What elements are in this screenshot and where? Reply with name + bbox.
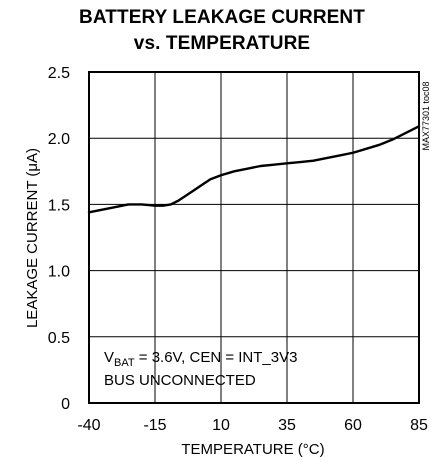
x-tick-label: 10 xyxy=(212,417,230,434)
figure-code: MAX77301 toc08 xyxy=(421,81,431,150)
x-tick-label: 35 xyxy=(278,417,296,434)
y-tick-label: 0.5 xyxy=(48,330,70,347)
x-tick-label: -15 xyxy=(143,417,166,434)
y-tick-label: 2.5 xyxy=(48,65,70,82)
x-tick-label: -40 xyxy=(77,417,100,434)
y-tick-label: 0 xyxy=(61,396,70,413)
annotation-line-1: VBAT = 3.6V, CEN = INT_3V3 xyxy=(104,349,297,369)
x-axis-label: TEMPERATURE (°C) xyxy=(181,441,324,458)
chart-title-line-1: BATTERY LEAKAGE CURRENT xyxy=(79,7,365,28)
annotation-vbat-main: V xyxy=(104,349,114,366)
y-tick-label: 1.0 xyxy=(48,264,70,281)
y-axis-label: LEAKAGE CURRENT (μA) xyxy=(24,148,41,328)
annotation-line-2: BUS UNCONNECTED xyxy=(104,372,256,389)
x-axis-ticks: -40 -15 10 35 60 85 xyxy=(77,417,428,434)
y-tick-label: 2.0 xyxy=(48,131,70,148)
plot-frame xyxy=(88,71,420,404)
series-line xyxy=(87,125,421,214)
annotation-vbat-subscript: BAT xyxy=(114,357,135,369)
x-tick-label: 85 xyxy=(410,417,428,434)
y-tick-label: 1.5 xyxy=(48,197,70,214)
y-axis-ticks: 0 0.5 1.0 1.5 2.0 2.5 xyxy=(48,65,70,413)
x-tick-label: 60 xyxy=(344,417,362,434)
annotation-line-1-rest: = 3.6V, CEN = INT_3V3 xyxy=(135,349,298,366)
chart-title-line-2: vs. TEMPERATURE xyxy=(134,33,310,54)
